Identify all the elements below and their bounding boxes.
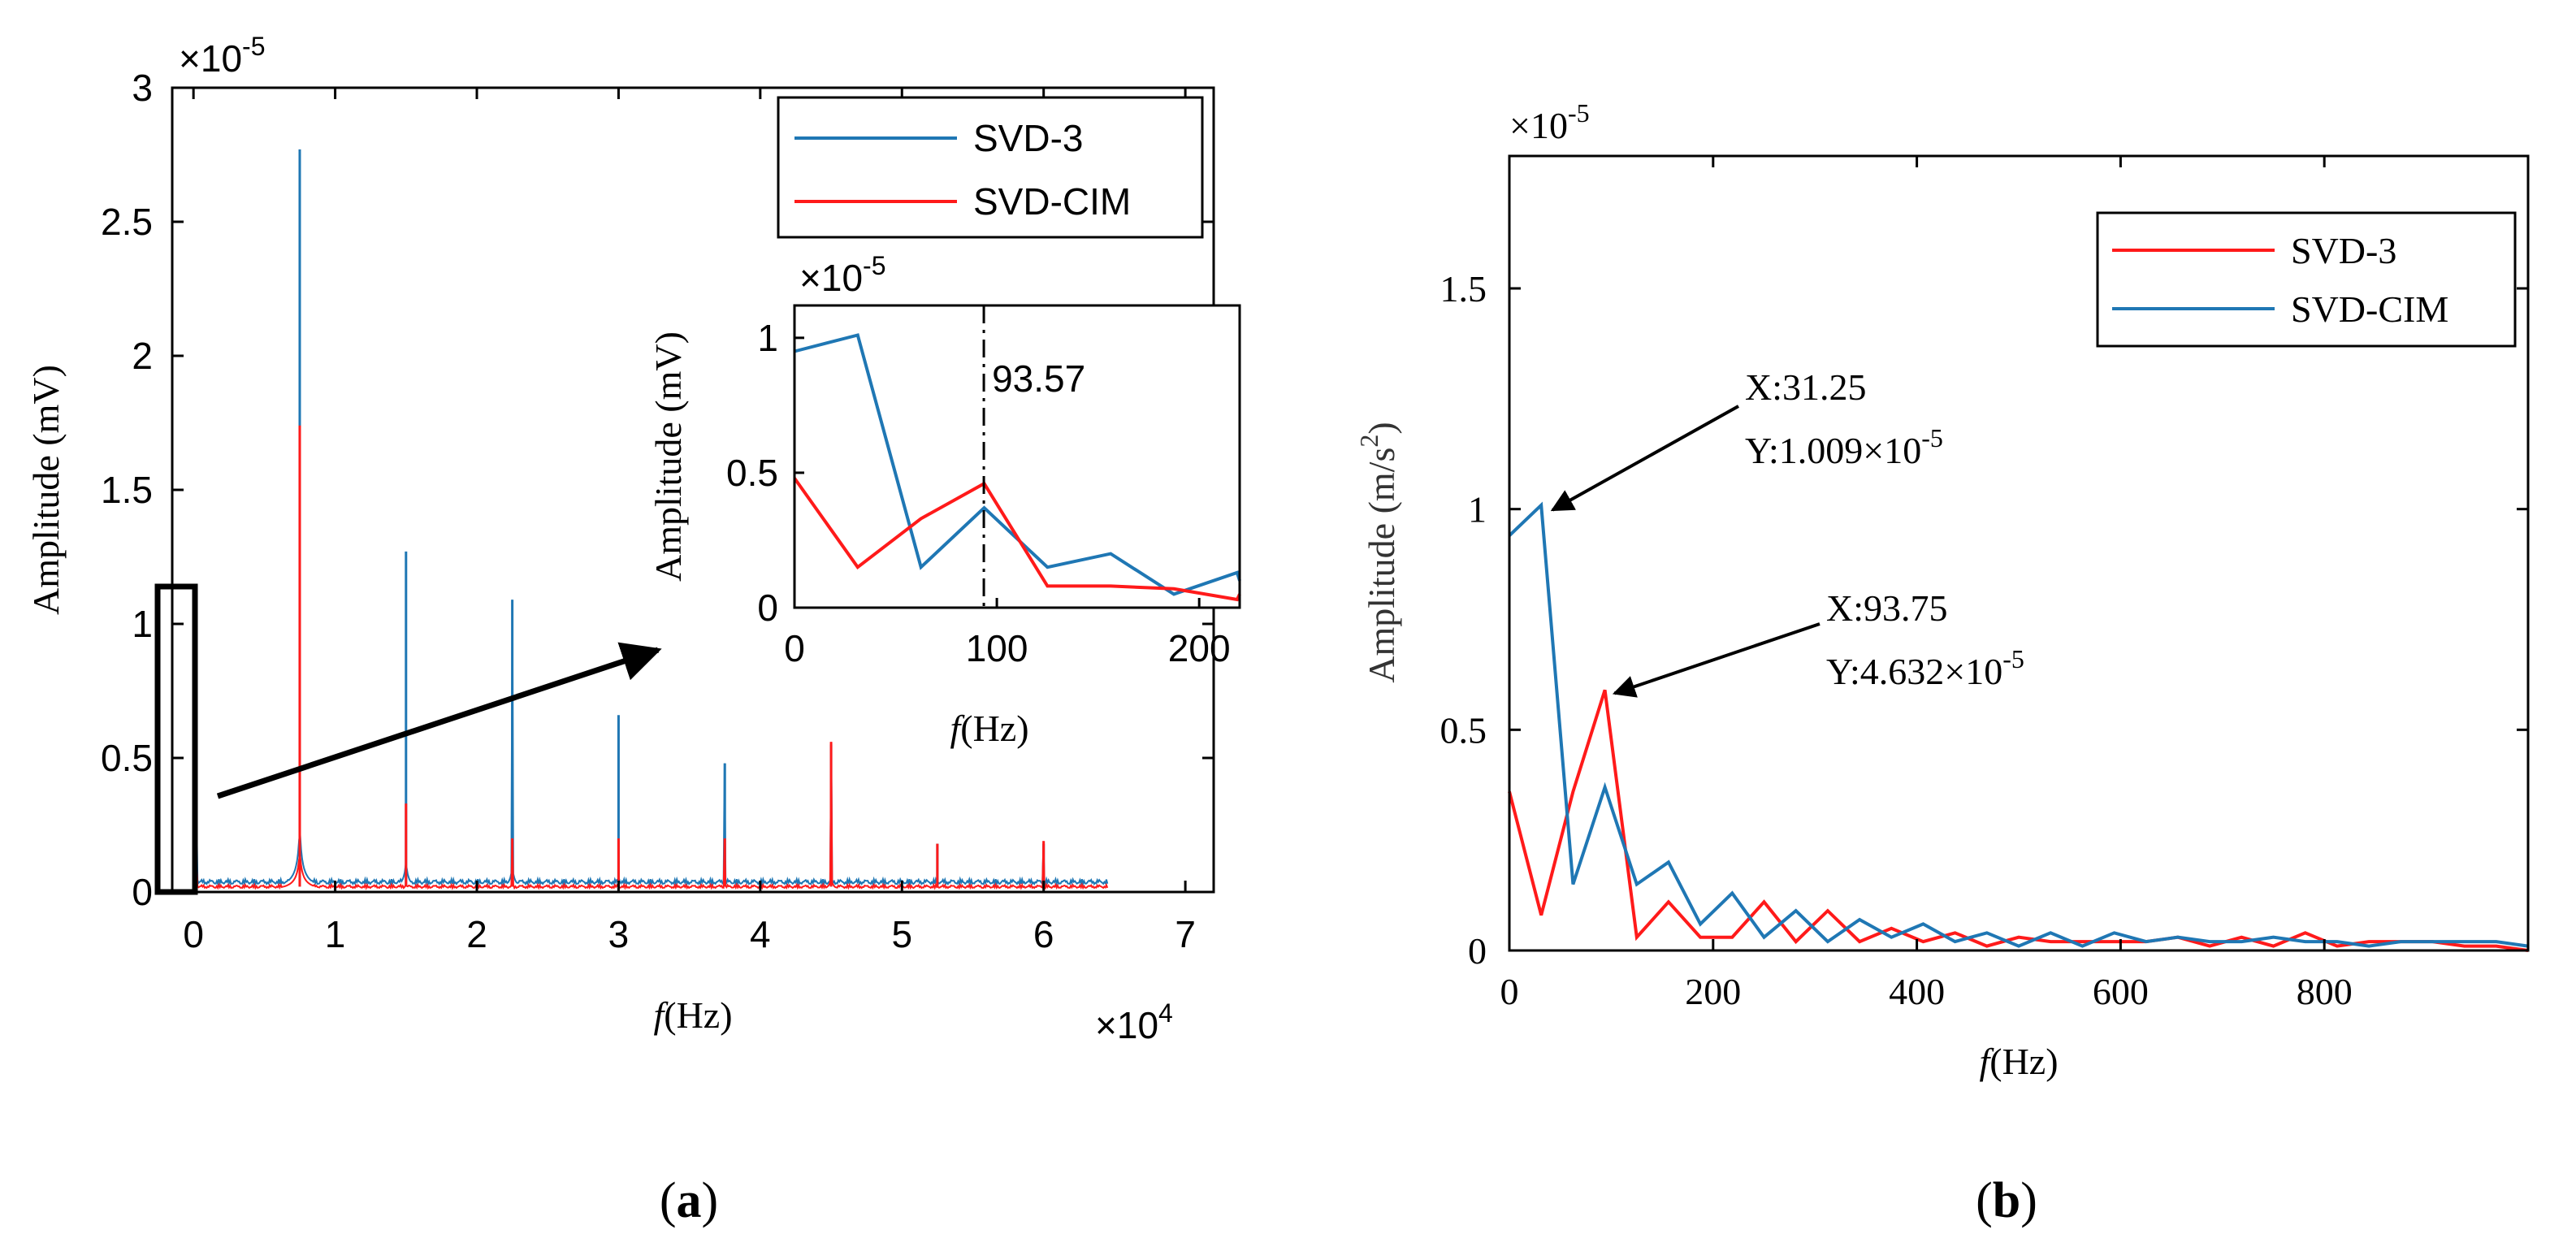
panel-b-annotation-2-y: Y:4.632×10-5 (1826, 644, 2024, 692)
panel-a-ticks: 0 1 2 3 4 5 6 7 0 0.5 1 1.5 2 2.5 3 (101, 67, 1214, 955)
panel-b-y-tick-label: 0.5 (1440, 709, 1487, 751)
panel-a-x-exponent: ×104 (1095, 998, 1173, 1046)
panel-b-axes-box (1508, 154, 2530, 952)
panel-a-x-tick-label: 5 (891, 913, 912, 955)
panel-a-inset-y-tick-label: 0 (757, 587, 778, 629)
panel-a-series-trace-1 (193, 742, 1109, 890)
panel-b-legend-box (2096, 211, 2517, 348)
panel-b-y-tick-label: 0 (1468, 930, 1487, 972)
panel-a-inset-series (793, 333, 1241, 602)
panel-a-y-tick-label: 1 (132, 603, 153, 645)
panel-b-legend-label-svdcim: SVD-CIM (2291, 288, 2448, 330)
panel-a-inset-x-tick-label: 100 (966, 627, 1028, 669)
panel-b-y-label: Amplitude (m/s2) (1354, 422, 1402, 682)
panel-a-x-label: f(Hz) (653, 994, 732, 1036)
panel-b-y-tick-label: 1 (1468, 489, 1487, 530)
panel-a-y-exponent: ×10-5 (179, 32, 265, 80)
panel-a-x-tick-label: 3 (608, 913, 630, 955)
panel-b-y-tick-label: 1.5 (1440, 268, 1487, 310)
panel-b-x-tick-label: 400 (1889, 971, 1945, 1012)
panel-a-inset-axes-box (793, 304, 1241, 609)
panel-a: 0 1 2 3 4 5 6 7 0 0.5 1 1.5 2 2.5 3 ×10-5 ×104 f(Hz) A… (25, 32, 1241, 1228)
panel-a-x-tick-label: 6 (1033, 913, 1054, 955)
panel-b-x-tick-label: 600 (2093, 971, 2149, 1012)
panel-a-x-tick-label: 2 (466, 913, 487, 955)
panel-a-x-tick-label: 4 (750, 913, 771, 955)
panel-b-label: (b) (1976, 1173, 2037, 1228)
panel-a-inset-y-tick-label: 1 (757, 317, 778, 359)
panel-a-inset-ticks: 0 100 200 0 0.5 1 (726, 317, 1231, 669)
panel-a-x-tick-label: 1 (325, 913, 346, 955)
panel-a-legend-box (777, 96, 1204, 239)
panel-a-inset-x-label: f(Hz) (950, 708, 1028, 749)
panel-a-inset-x-tick-label: 0 (784, 627, 805, 669)
panel-a-x-tick-label: 7 (1175, 913, 1196, 955)
panel-a-inset-annotation: 93.57 (992, 357, 1085, 400)
panel-b-annotation-1: X:31.25 Y:1.009×10-5 (1550, 366, 1943, 512)
panel-b-legend-label-svd3: SVD-3 (2291, 230, 2396, 271)
panel-a-inset-x-tick-label: 200 (1168, 627, 1231, 669)
panel-a-zoom-arrow (216, 642, 662, 799)
panel-a-label: (a) (660, 1173, 718, 1228)
panel-b-annotation-2: X:93.75 Y:4.632×10-5 (1612, 587, 2024, 698)
panel-a-inset-y-label: Amplitude (mV) (647, 331, 689, 582)
panel-a-y-tick-label: 2 (132, 335, 153, 377)
panel-a-y-tick-label: 2.5 (101, 201, 153, 243)
panel-a-legend-label-svdcim: SVD-CIM (973, 180, 1131, 223)
panel-a-y-tick-label: 0 (132, 871, 153, 913)
panel-b-x-tick-label: 0 (1500, 971, 1519, 1012)
panel-b-annotation-2-x: X:93.75 (1826, 587, 1948, 629)
panel-b-x-tick-label: 200 (1685, 971, 1741, 1012)
panel-b-ticks: 0 200 400 600 800 0 0.5 1 1.5 (1440, 156, 2528, 1012)
panel-b-series-line-1 (1508, 501, 2529, 948)
panel-a-y-tick-label: 1.5 (101, 469, 153, 511)
panel-a-legend-label-svd3: SVD-3 (973, 117, 1083, 159)
panel-a-x-tick-label: 0 (183, 913, 204, 955)
panel-b-series-line-0 (1508, 689, 2529, 952)
panel-a-zoom-box (154, 583, 198, 895)
panel-a-inset: 0 100 200 0 0.5 1 93.57 ×10-5 f(Hz) Amplitude… (647, 251, 1241, 749)
panel-b-legend: SVD-3 SVD-CIM (2096, 211, 2517, 348)
panel-b-y-exponent: ×10-5 (1509, 98, 1590, 146)
panel-b-annotation-1-x: X:31.25 (1745, 366, 1867, 408)
panel-a-inset-series-line-1 (793, 477, 1241, 602)
panel-a-inset-y-tick-label: 0.5 (726, 452, 778, 494)
panel-a-series-trace-0 (193, 600, 1109, 887)
panel-a-y-tick-label: 3 (132, 67, 153, 109)
panel-a-y-label: Amplitude (mV) (25, 365, 67, 615)
panel-a-legend: SVD-3 SVD-CIM (777, 96, 1204, 239)
panel-b-x-tick-label: 800 (2297, 971, 2353, 1012)
panel-a-inset-series-line-0 (794, 333, 1241, 596)
panel-b-annotation-1-arrow (1550, 405, 1739, 512)
panel-b: 0 200 400 600 800 0 0.5 1 1.5 ×10-5 f(Hz) Amplit… (1354, 98, 2530, 1228)
panel-a-inset-y-exponent: ×10-5 (799, 251, 885, 299)
panel-b-annotation-1-y: Y:1.009×10-5 (1745, 423, 1943, 471)
panel-b-x-label: f(Hz) (1979, 1041, 2058, 1082)
panel-b-series (1508, 501, 2529, 952)
panel-a-y-tick-label: 0.5 (101, 737, 153, 779)
panel-b-annotation-2-arrow (1612, 622, 1821, 698)
